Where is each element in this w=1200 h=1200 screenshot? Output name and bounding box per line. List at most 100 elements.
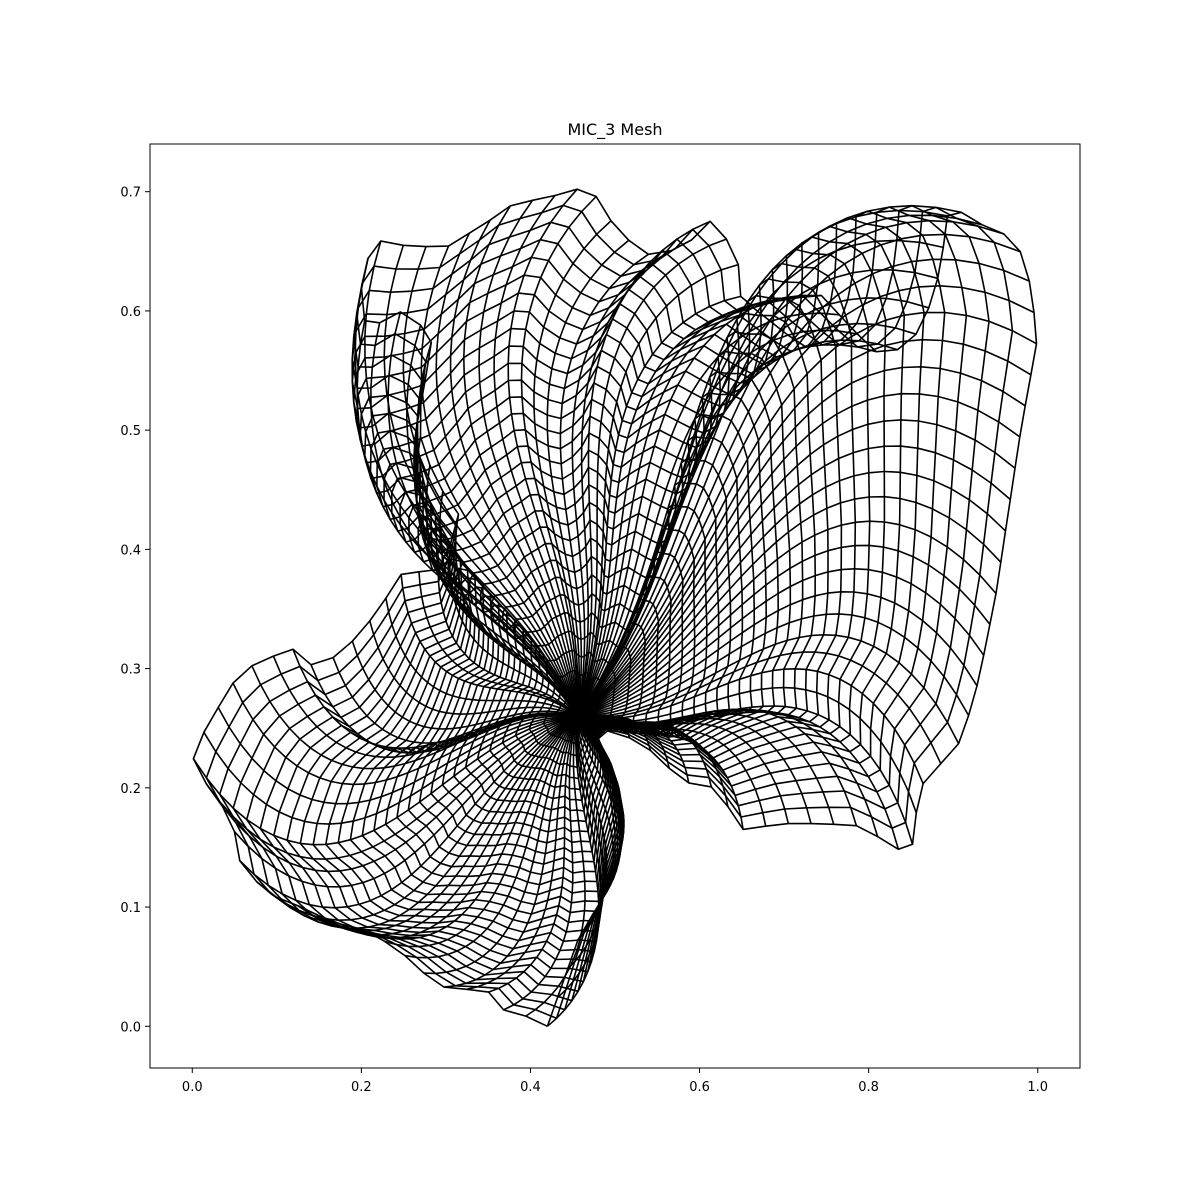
mesh-spoke-line xyxy=(488,716,578,993)
mesh-spoke-line xyxy=(576,470,1007,718)
mesh-spoke-line xyxy=(466,716,578,991)
mesh-spoke-line xyxy=(576,306,755,717)
mesh-spoke-line xyxy=(332,657,578,744)
x-tick-label: 0.0 xyxy=(182,1080,203,1095)
mesh-spoke-line xyxy=(576,667,924,784)
mesh-spoke-line xyxy=(292,648,578,749)
mesh-spoke-line xyxy=(276,715,578,930)
mesh-spoke-line xyxy=(384,715,578,948)
mesh-spoke-line xyxy=(576,520,997,718)
y-tick-label: 0.2 xyxy=(120,782,141,797)
mesh-spoke-line xyxy=(576,269,938,717)
mesh-spoke-line xyxy=(576,258,1030,717)
mesh-spoke-line xyxy=(559,253,649,717)
mesh-spoke-line xyxy=(232,682,578,786)
mesh-spoke-line xyxy=(437,569,578,717)
y-tick-label: 0.1 xyxy=(120,901,141,916)
mesh-spoke-line xyxy=(576,715,598,741)
mesh-spoke-line xyxy=(576,233,1021,717)
mesh-spoke-line xyxy=(415,373,578,717)
mesh-spoke-line xyxy=(356,320,578,717)
mesh-spoke-line xyxy=(256,715,578,922)
mesh-spoke-line xyxy=(576,544,991,718)
plot-frame xyxy=(149,143,1081,1069)
mesh-spoke-line xyxy=(576,633,960,744)
mesh-spoke-line xyxy=(567,716,605,970)
mesh-spoke-line xyxy=(233,715,578,888)
mesh-spoke-line xyxy=(576,715,744,830)
mesh-spoke-line xyxy=(576,715,767,827)
mesh-spoke-line xyxy=(576,365,1026,717)
x-tick-label: 0.4 xyxy=(520,1080,541,1095)
chart-title: MIC_3 Mesh xyxy=(567,120,662,140)
mesh-spoke-line xyxy=(354,258,578,717)
mesh-spoke-line xyxy=(576,716,615,917)
y-tick-label: 0.3 xyxy=(120,663,141,678)
mesh-spoke-line xyxy=(576,392,1021,717)
mesh-spoke-line xyxy=(576,338,1032,717)
mesh-spoke-line xyxy=(525,716,586,1017)
mesh-spoke-line xyxy=(576,419,1016,717)
mesh-spoke-line xyxy=(576,296,799,717)
mesh-spoke-line xyxy=(571,250,672,717)
mesh-spoke-line xyxy=(402,246,578,717)
mesh-layer xyxy=(192,188,1038,1028)
mesh-spoke-line xyxy=(420,245,578,717)
mesh-spoke-line xyxy=(576,613,970,718)
mesh-spoke-line xyxy=(415,436,578,717)
mesh-spoke-line xyxy=(449,219,578,717)
mesh-spoke-line xyxy=(576,715,609,732)
mesh-spoke-line xyxy=(418,571,578,717)
mesh-spoke-line xyxy=(203,715,578,825)
x-axis: 0.0 0.2 0.4 0.6 0.8 1.0 xyxy=(182,1068,1048,1095)
mesh-spoke-line xyxy=(520,195,597,717)
mesh-spoke-line xyxy=(576,715,615,802)
mesh-spoke-line xyxy=(239,715,578,909)
mesh-spoke-line xyxy=(576,716,608,941)
mesh-spoke-line xyxy=(363,715,578,940)
x-tick-label: 0.6 xyxy=(689,1080,710,1095)
y-tick-label: 0.6 xyxy=(120,305,141,320)
mesh-spoke-line xyxy=(576,238,727,717)
mesh-spoke-line xyxy=(340,715,578,939)
mesh-spoke-line xyxy=(192,715,578,846)
mesh-spoke-line xyxy=(576,686,918,814)
mesh-spoke-line xyxy=(546,716,600,1027)
mesh-spoke-line xyxy=(217,707,578,805)
mesh-spoke-line xyxy=(576,445,1011,717)
x-tick-label: 1.0 xyxy=(1027,1080,1048,1095)
mesh-spoke-line xyxy=(423,715,578,975)
mesh-spoke-line xyxy=(576,295,741,717)
x-tick-label: 0.8 xyxy=(858,1080,879,1095)
mesh-spoke-line xyxy=(351,288,578,717)
mesh-spoke-line xyxy=(435,232,578,717)
mesh-spoke-line xyxy=(297,715,578,932)
mesh-spoke-line xyxy=(221,715,578,873)
mesh-spoke-line xyxy=(576,284,1035,717)
mesh-spoke-line xyxy=(576,311,1037,717)
mesh-spoke-line xyxy=(576,312,840,717)
mesh-spoke-line xyxy=(576,219,1005,717)
y-tick-label: 0.0 xyxy=(120,1020,141,1035)
mesh-spoke-line xyxy=(576,716,622,892)
mesh-spoke-line xyxy=(576,220,711,717)
mesh-spoke-line xyxy=(556,716,603,999)
mesh-spoke-line xyxy=(576,651,942,764)
mesh-spoke-line xyxy=(576,495,1002,718)
x-tick-label: 0.2 xyxy=(351,1080,372,1095)
mesh-spoke-line xyxy=(385,598,578,717)
mesh-spoke-line xyxy=(310,664,578,754)
mesh-spoke-line xyxy=(319,715,578,936)
mesh-spoke-line xyxy=(493,195,578,717)
mesh-spoke-line xyxy=(576,300,777,717)
y-tick-label: 0.4 xyxy=(120,543,141,558)
mesh-spoke-line xyxy=(576,263,739,717)
mesh-spoke-line xyxy=(383,245,578,717)
mesh-spoke-line xyxy=(369,620,578,718)
mesh-spoke-line xyxy=(507,188,578,717)
mesh-spoke-line xyxy=(351,640,578,730)
mesh-spoke-line xyxy=(462,205,578,717)
mesh-spoke-line xyxy=(205,715,578,860)
mesh-spoke-line xyxy=(576,204,962,717)
